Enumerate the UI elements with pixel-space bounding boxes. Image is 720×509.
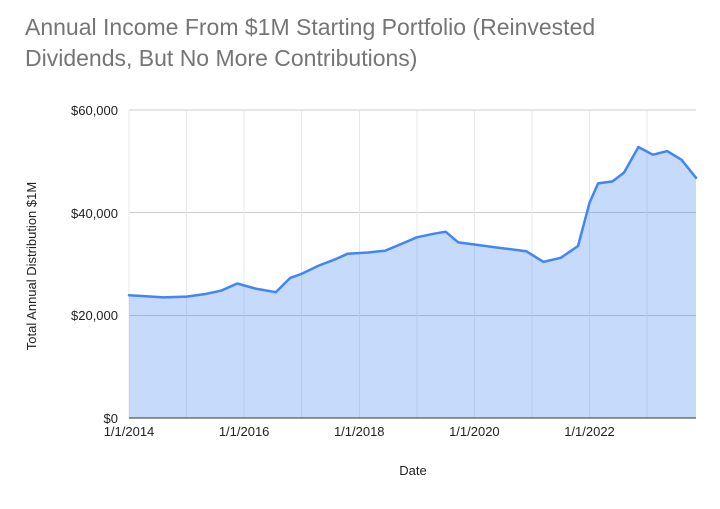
series-area-fill — [129, 147, 696, 418]
y-tick-label: $20,000 — [71, 308, 118, 324]
x-tick-label: 1/1/2014 — [103, 424, 155, 439]
x-tick-label: 1/1/2018 — [333, 424, 385, 439]
series-line — [127, 145, 698, 299]
x-tick-label: 1/1/2022 — [564, 424, 615, 439]
y-axis-title: Total Annual Distribution $1M — [24, 181, 39, 351]
x-axis-title: Date — [399, 463, 427, 478]
y-tick-label: $60,000 — [71, 103, 118, 118]
y-tick-label: $40,000 — [71, 205, 118, 221]
chart-title: Annual Income From $1M Starting Portfoli… — [25, 14, 596, 71]
x-tick-label: 1/1/2020 — [449, 424, 500, 439]
y-tick-label: $0 — [103, 411, 118, 426]
x-tick-label: 1/1/2016 — [218, 424, 270, 439]
